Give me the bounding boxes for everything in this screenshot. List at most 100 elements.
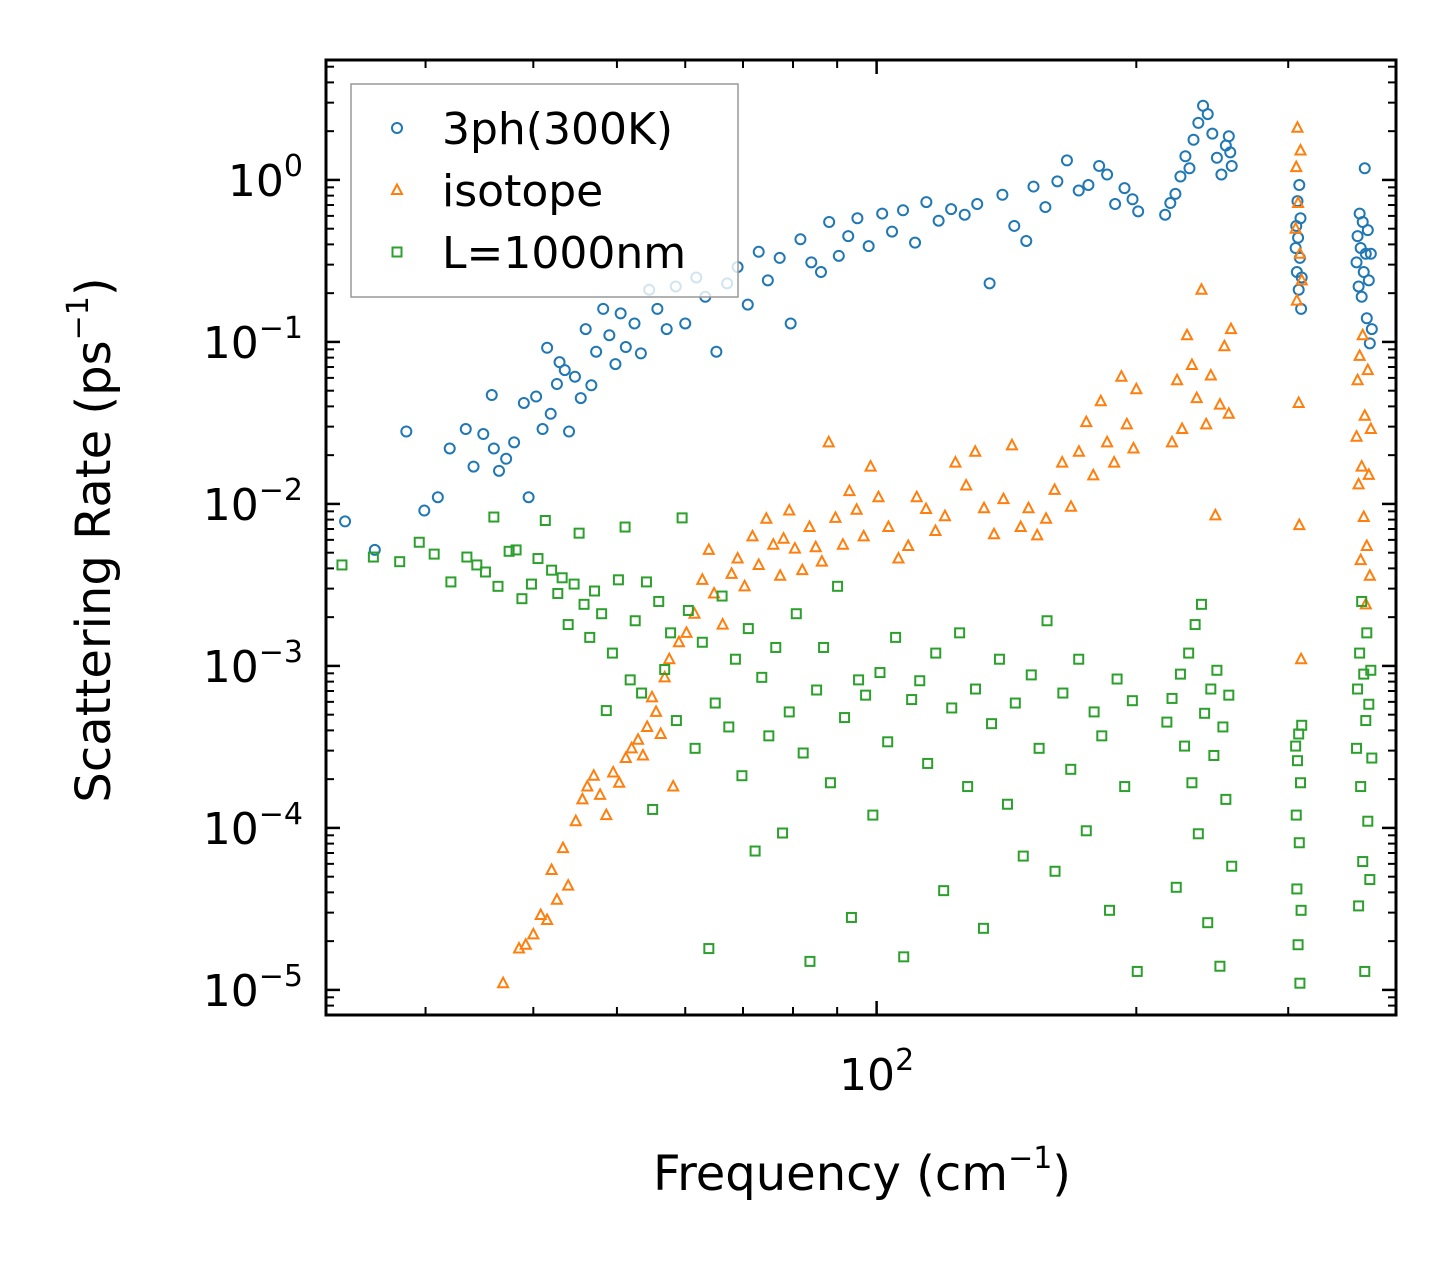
data-point [619, 341, 632, 354]
data-point [959, 477, 973, 491]
data-point [832, 580, 844, 592]
data-point [857, 528, 871, 542]
data-point [1195, 598, 1207, 610]
data-point [1295, 777, 1307, 789]
data-point [631, 732, 645, 745]
data-point [1352, 348, 1367, 361]
data-point [1351, 476, 1366, 490]
y-tick-label-exp: −4 [259, 797, 303, 832]
data-point [1179, 740, 1191, 752]
data-point [1357, 266, 1370, 279]
data-point [1190, 390, 1204, 404]
data-point [578, 598, 590, 610]
data-point [1350, 372, 1365, 386]
y-tick-label-exp: −1 [259, 311, 303, 346]
data-point [1072, 444, 1086, 457]
data-point [1291, 755, 1303, 767]
data-point [707, 585, 721, 599]
data-point [1361, 224, 1374, 237]
data-point [568, 370, 581, 383]
data-point [766, 537, 780, 550]
data-point [1192, 828, 1204, 840]
data-point [1033, 742, 1045, 754]
legend-item: isotope [390, 166, 603, 217]
y-tick-label: 10−4 [203, 797, 303, 855]
y-axis-label: Scattering Rate (ps−1) [61, 277, 122, 802]
data-point [530, 390, 543, 403]
data-point [640, 576, 652, 588]
data-point [493, 464, 506, 477]
data-point [525, 578, 537, 590]
data-point [814, 266, 827, 279]
data-point [689, 742, 701, 754]
data-point [1165, 434, 1179, 448]
y-tick-label: 10−5 [203, 959, 303, 1017]
data-point [1352, 280, 1365, 293]
data-point [606, 647, 618, 659]
data-point [724, 566, 739, 579]
data-point [1166, 692, 1178, 704]
data-point [339, 515, 352, 528]
data-point [336, 559, 348, 571]
y-tick-label-base: 10 [203, 966, 259, 1017]
data-point [1047, 482, 1062, 495]
data-point [651, 302, 664, 315]
data-point [1291, 883, 1303, 895]
data-point [461, 551, 473, 563]
data-point [776, 531, 791, 544]
data-point [987, 526, 1001, 540]
legend-label: L=1000nm [442, 228, 686, 279]
data-point [682, 604, 694, 616]
data-point [1096, 730, 1108, 742]
data-point [562, 619, 574, 631]
data-point [1224, 146, 1237, 159]
data-point [1120, 416, 1134, 430]
data-point [1294, 651, 1308, 665]
data-point [487, 442, 500, 455]
legend-marker-triangle [390, 182, 404, 195]
data-point [845, 911, 857, 923]
data-point [1363, 698, 1375, 710]
data-point [629, 615, 641, 627]
data-point [882, 736, 894, 748]
data-point [886, 225, 899, 238]
data-point [876, 207, 889, 220]
data-point [1170, 372, 1184, 386]
data-point [1293, 246, 1307, 259]
data-point [634, 347, 647, 360]
data-point [1206, 127, 1219, 140]
data-point [1100, 434, 1114, 448]
data-point [752, 557, 766, 570]
data-point [596, 608, 608, 620]
data-point [874, 667, 886, 679]
data-point [832, 249, 845, 262]
legend-marker-square [391, 246, 403, 258]
data-point [1365, 664, 1377, 676]
data-point [1129, 381, 1143, 395]
data-point [508, 436, 521, 449]
data-point [763, 730, 775, 742]
data-point [1290, 120, 1305, 133]
data-point [1293, 837, 1305, 849]
data-point [1362, 274, 1375, 287]
data-point [1356, 327, 1370, 341]
data-point [589, 585, 601, 597]
data-point [1159, 208, 1172, 221]
data-point [737, 578, 752, 592]
data-point [544, 407, 557, 420]
data-point [1179, 150, 1192, 163]
data-point [823, 215, 836, 228]
data-point [756, 671, 768, 683]
y-tick-label-base: 10 [203, 642, 259, 693]
data-point [1051, 175, 1064, 188]
data-point [1118, 182, 1131, 195]
data-point [659, 664, 671, 676]
data-point [1186, 777, 1198, 789]
data-point [851, 212, 864, 225]
data-point [745, 528, 760, 542]
data-point [597, 302, 610, 315]
y-tick-label: 10−2 [203, 473, 303, 531]
data-point [1170, 881, 1182, 893]
data-point [556, 840, 570, 854]
